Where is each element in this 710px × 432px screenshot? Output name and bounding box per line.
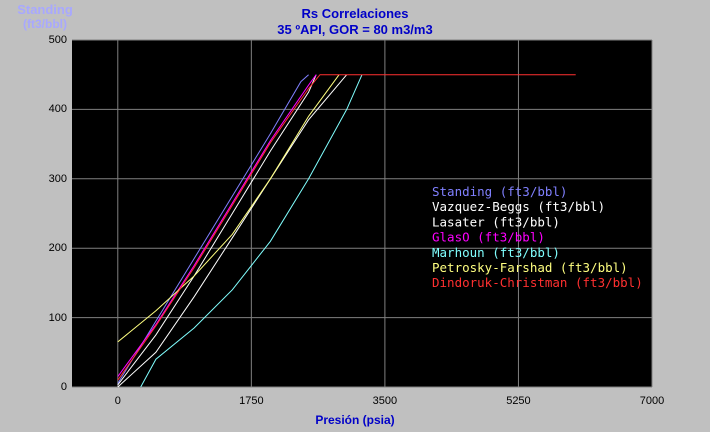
x-tick-label-4: 7000 [639,395,665,407]
series-layer [117,74,576,388]
y-axis-label-line2: (ft3/bbl) [23,17,67,31]
plot-background [72,40,652,387]
series-line-0 [117,74,309,384]
legend-entry-6: Dindoruk-Christman (ft3/bbl) [432,275,643,290]
grid [72,39,653,388]
series-line-1 [117,74,317,386]
series-line-2 [117,74,348,388]
x-axis-label: Presión (psia) [315,413,395,427]
y-tick-label-0: 0 [60,381,67,393]
series-line-3 [117,74,317,377]
x-tick-label-2: 3500 [372,395,398,407]
chart-title: Rs Correlaciones [301,6,409,21]
series-line-4 [140,74,363,388]
x-tick-label-3: 5250 [506,395,531,407]
legend-entry-5: Petrosky-Farshad (ft3/bbl) [432,260,628,275]
y-tick-label-4: 400 [48,103,67,116]
legend-entry-1: Vazquez-Beggs (ft3/bbl) [432,199,605,214]
legend-entry-4: Marhoun (ft3/bbl) [432,245,560,260]
series-line-5 [117,74,340,343]
y-tick-label-2: 200 [48,242,67,255]
legend-entry-2: Lasater (ft3/bbl) [432,214,560,229]
legend: Standing (ft3/bbl)Vazquez-Beggs (ft3/bbl… [432,184,643,290]
y-tick-label-3: 300 [48,172,67,185]
legend-entry-0: Standing (ft3/bbl) [432,184,567,199]
chart-subtitle: 35 ºAPI, GOR = 80 m3/m3 [277,22,433,37]
legend-entry-3: GlasO (ft3/bbl) [432,230,545,245]
x-tick-label-1: 1750 [239,395,264,407]
y-tick-label-5: 500 [48,34,67,46]
y-axis-label-line1: Standing [17,2,73,17]
y-tick-label-1: 100 [48,311,67,324]
series-line-6 [117,74,576,381]
x-tick-label-0: 0 [114,395,121,407]
